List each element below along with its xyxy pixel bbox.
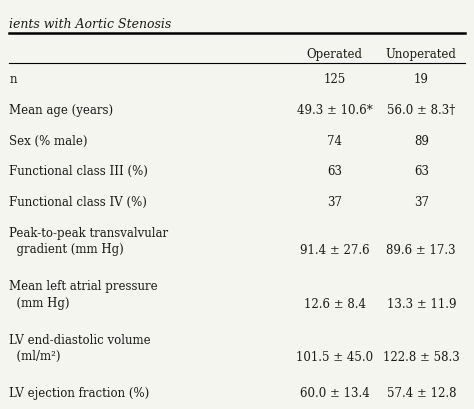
Text: 56.0 ± 8.3†: 56.0 ± 8.3†: [387, 103, 456, 117]
Text: n: n: [9, 73, 17, 86]
Text: 19: 19: [414, 73, 428, 86]
Text: Mean age (years): Mean age (years): [9, 103, 114, 117]
Text: 63: 63: [414, 165, 429, 178]
Text: 12.6 ± 8.4: 12.6 ± 8.4: [304, 297, 366, 310]
Text: 89.6 ± 17.3: 89.6 ± 17.3: [386, 244, 456, 256]
Text: Unoperated: Unoperated: [386, 47, 457, 61]
Text: 74: 74: [328, 134, 342, 147]
Text: Operated: Operated: [307, 47, 363, 61]
Text: 37: 37: [328, 196, 342, 209]
Text: 63: 63: [328, 165, 342, 178]
Text: Peak-to-peak transvalvular
  gradient (mm Hg): Peak-to-peak transvalvular gradient (mm …: [9, 226, 169, 256]
Text: 89: 89: [414, 134, 428, 147]
Text: LV ejection fraction (%): LV ejection fraction (%): [9, 386, 150, 399]
Text: 91.4 ± 27.6: 91.4 ± 27.6: [300, 244, 370, 256]
Text: 13.3 ± 11.9: 13.3 ± 11.9: [386, 297, 456, 310]
Text: 60.0 ± 13.4: 60.0 ± 13.4: [300, 386, 370, 399]
Text: ients with Aortic Stenosis: ients with Aortic Stenosis: [9, 18, 172, 31]
Text: Sex (% male): Sex (% male): [9, 134, 88, 147]
Text: 122.8 ± 58.3: 122.8 ± 58.3: [383, 351, 460, 363]
Text: 125: 125: [324, 73, 346, 86]
Text: 49.3 ± 10.6*: 49.3 ± 10.6*: [297, 103, 373, 117]
Text: LV end-diastolic volume
  (ml/m²): LV end-diastolic volume (ml/m²): [9, 333, 151, 362]
Text: Functional class IV (%): Functional class IV (%): [9, 196, 147, 209]
Text: Mean left atrial pressure
  (mm Hg): Mean left atrial pressure (mm Hg): [9, 279, 158, 309]
Text: Functional class III (%): Functional class III (%): [9, 165, 148, 178]
Text: 37: 37: [414, 196, 429, 209]
Text: 101.5 ± 45.0: 101.5 ± 45.0: [296, 351, 374, 363]
Text: 57.4 ± 12.8: 57.4 ± 12.8: [386, 386, 456, 399]
